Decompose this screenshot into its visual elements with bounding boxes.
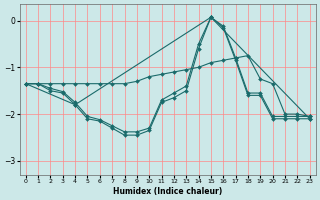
X-axis label: Humidex (Indice chaleur): Humidex (Indice chaleur) xyxy=(113,187,222,196)
